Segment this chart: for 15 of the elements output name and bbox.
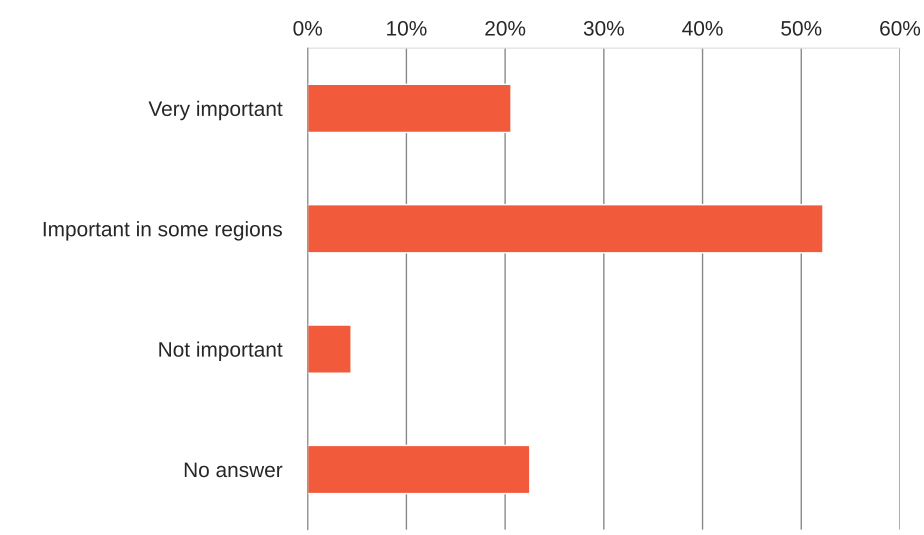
y-tick-label: Not important xyxy=(159,342,283,361)
y-tick-label: No answer xyxy=(184,462,282,478)
x-tick-label: 30% xyxy=(584,20,624,36)
bar xyxy=(308,84,512,134)
x-tick-label: 40% xyxy=(682,20,723,36)
x-tick-label: 10% xyxy=(387,20,427,36)
x-tick-label: 60% xyxy=(880,20,920,36)
x-tick-label: 50% xyxy=(781,20,822,36)
bar xyxy=(308,444,530,494)
bar xyxy=(308,204,824,254)
x-tick-label: 0% xyxy=(293,20,322,36)
y-tick-label: Important in some regions xyxy=(44,221,282,241)
y-tick-label: Very important xyxy=(148,100,283,120)
bar xyxy=(308,324,352,374)
x-tick-label: 20% xyxy=(485,20,526,36)
